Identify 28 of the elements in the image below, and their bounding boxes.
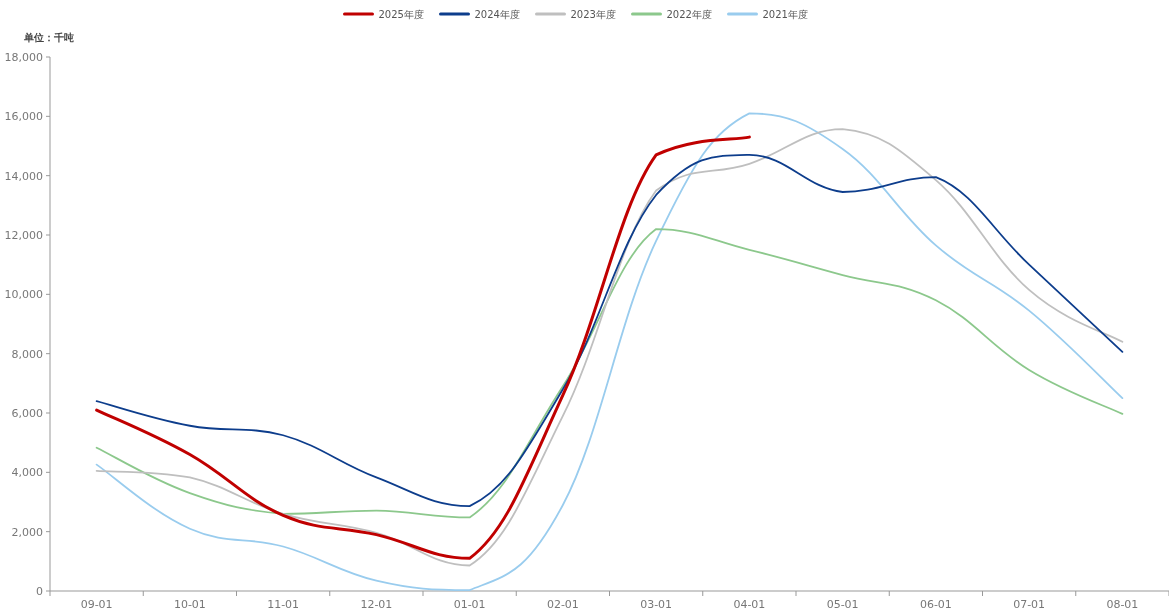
x-tick-label: 06-01 [919, 598, 952, 611]
x-tick-label: 08-01 [1106, 598, 1139, 611]
y-tick-label: 14,000 [4, 169, 43, 183]
legend-label: 2023年度 [570, 9, 616, 20]
x-tick-label: 07-01 [1013, 598, 1046, 611]
y-tick-label: 16,000 [4, 110, 43, 124]
y-tick-label: 2,000 [11, 525, 43, 539]
x-tick-label: 02-01 [546, 598, 579, 611]
legend-label: 2025年度 [378, 9, 424, 20]
x-tick-label: 05-01 [826, 598, 859, 611]
legend-label: 2021年度 [762, 9, 808, 20]
y-tick-label: 12,000 [4, 229, 43, 242]
legend-label: 2024年度 [474, 9, 520, 20]
y-tick-label: 4,000 [11, 466, 43, 480]
y-axis-title: 单位：千吨 [23, 32, 74, 43]
x-tick-label: 12-01 [360, 598, 393, 611]
y-tick-label: 6,000 [11, 407, 43, 420]
y-tick-label: 0 [36, 585, 43, 598]
y-tick-label: 8,000 [11, 347, 43, 361]
x-tick-label: 01-01 [453, 598, 486, 611]
x-tick-label: 09-01 [80, 598, 113, 611]
legend-label: 2022年度 [666, 9, 712, 20]
y-tick-label: 10,000 [4, 288, 43, 302]
x-tick-label: 10-01 [173, 598, 206, 611]
y-tick-label: 18,000 [4, 51, 43, 64]
x-tick-label: 03-01 [640, 598, 673, 611]
x-tick-label: 04-01 [733, 598, 766, 611]
x-tick-label: 11-01 [267, 598, 300, 611]
